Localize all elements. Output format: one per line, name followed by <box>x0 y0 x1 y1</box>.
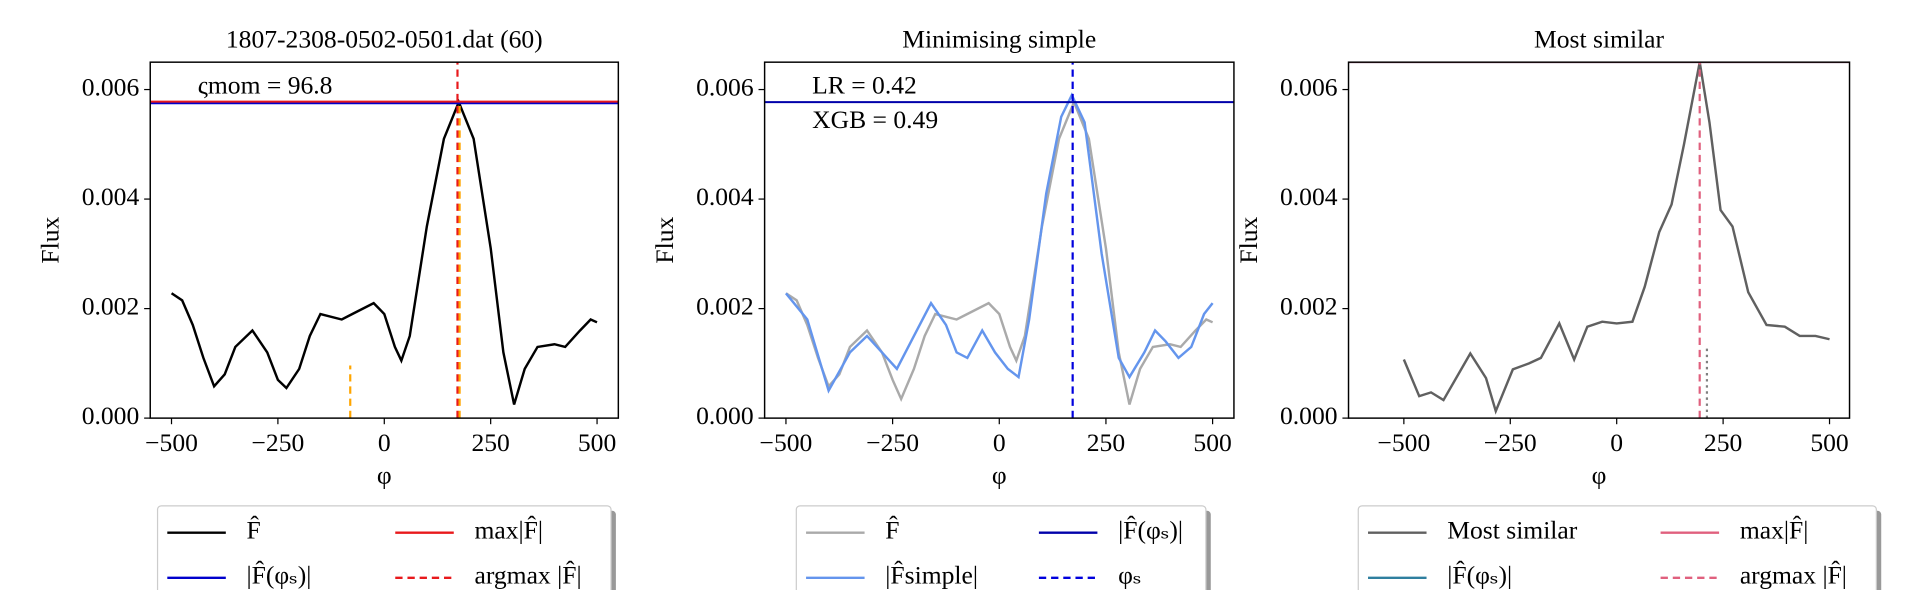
data-line <box>785 92 1214 394</box>
y-tick-label: 0.004 <box>82 182 140 211</box>
plot-area <box>150 62 619 419</box>
chart-title: 1807-2308-0502-0501.dat (60) <box>226 24 543 53</box>
chart-title: Most similar <box>1534 24 1665 53</box>
subplot: 1807-2308-0502-0501.dat (60) φ Flux −500 −25… <box>36 24 620 590</box>
legend-label: max|F̂| <box>1740 516 1809 545</box>
legend-label: argmax |F̂| <box>474 561 581 590</box>
axes-frame <box>1347 61 1851 419</box>
x-tick-label: 500 <box>578 428 616 457</box>
x-tick-label: 250 <box>471 428 509 457</box>
legend-label: F̂ <box>885 516 899 545</box>
legend-label: |F̂simple| <box>885 561 978 590</box>
data-line <box>170 98 598 405</box>
y-tick-label: 0.006 <box>1280 72 1338 101</box>
y-tick-label: 0.004 <box>696 182 754 211</box>
legend-label: max|F̂| <box>474 516 543 545</box>
y-tick-label: 0.004 <box>1280 182 1338 211</box>
plot-area <box>1348 62 1850 419</box>
chart-title: Minimising simple <box>902 24 1096 53</box>
y-tick-label: 0.000 <box>1280 401 1338 430</box>
y-tick-label: 0.000 <box>82 401 140 430</box>
annotation: LR = 0.42 <box>812 71 917 100</box>
y-axis-label: Flux <box>1234 216 1263 263</box>
legend-box <box>795 505 1207 590</box>
subplot: Minimising simple φ Flux −500 −250 0 250 500 0.0… <box>650 24 1235 590</box>
legend-label: |F̂(φₛ)| <box>1447 561 1512 590</box>
y-tick-label: 0.006 <box>82 72 140 101</box>
x-tick-label: −250 <box>1484 428 1537 457</box>
x-tick-label: −250 <box>866 428 919 457</box>
x-axis-label: φ <box>1592 461 1607 490</box>
annotation: XGB = 0.49 <box>812 105 938 134</box>
x-tick-label: 250 <box>1087 428 1125 457</box>
y-tick-label: 0.000 <box>696 401 754 430</box>
subplot: Most similar φ Flux −500 −250 0 250 500 0.000 0.0… <box>1234 24 1882 590</box>
y-axis-label: Flux <box>36 216 65 263</box>
legend-label: |F̂(φₛ)| <box>247 561 312 590</box>
x-axis-label: φ <box>377 461 392 490</box>
data-line <box>785 98 1214 405</box>
x-tick-label: 0 <box>993 428 1006 457</box>
plot-area <box>764 62 1234 419</box>
x-tick-label: −500 <box>1377 428 1430 457</box>
legend-box <box>156 505 612 590</box>
legend-box <box>1357 505 1877 590</box>
x-tick-label: 500 <box>1193 428 1231 457</box>
y-tick-label: 0.002 <box>82 291 140 320</box>
x-axis-label: φ <box>992 461 1007 490</box>
x-tick-label: −250 <box>252 428 305 457</box>
legend-label: F̂ <box>247 516 261 545</box>
x-tick-label: −500 <box>145 428 198 457</box>
x-tick-label: 0 <box>1610 428 1623 457</box>
x-tick-label: 0 <box>378 428 391 457</box>
legend-label: |F̂(φₛ)| <box>1118 516 1183 545</box>
x-tick-label: −500 <box>760 428 813 457</box>
data-line <box>1402 62 1830 415</box>
annotation: ςmom = 96.8 <box>198 71 333 100</box>
x-tick-label: 500 <box>1810 428 1848 457</box>
y-axis-label: Flux <box>650 216 679 263</box>
y-tick-label: 0.002 <box>1280 291 1338 320</box>
legend-label: φₛ <box>1118 561 1141 590</box>
axes-frame <box>763 61 1235 419</box>
axes-frame <box>149 61 620 419</box>
y-tick-label: 0.006 <box>696 72 754 101</box>
y-tick-label: 0.002 <box>696 291 754 320</box>
legend-label: Most similar <box>1447 516 1578 545</box>
x-tick-label: 250 <box>1704 428 1742 457</box>
legend-label: argmax |F̂| <box>1740 561 1847 590</box>
